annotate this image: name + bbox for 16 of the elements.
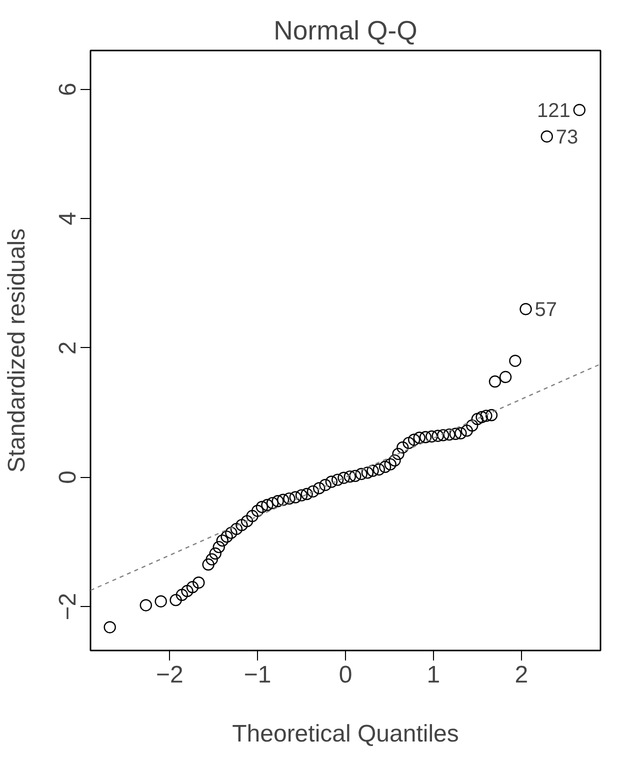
x-tick-label: 2: [514, 662, 528, 688]
x-tick-label: 1: [426, 662, 440, 688]
y-tick-label: −2: [54, 592, 82, 620]
y-tick-label: 6: [54, 82, 82, 96]
annotation: 73: [556, 126, 578, 148]
x-tick-label: 0: [338, 662, 352, 688]
y-tick-label: 2: [54, 341, 82, 355]
x-tick-label: −2: [156, 662, 184, 688]
y-tick-label: 4: [54, 212, 82, 226]
chart-title: Normal Q-Q: [274, 16, 418, 46]
y-axis-title: Standardized residuals: [4, 228, 30, 473]
x-axis-title: Theoretical Quantiles: [232, 720, 459, 748]
annotation: 57: [534, 299, 558, 322]
x-tick-label: −1: [244, 662, 272, 688]
y-tick-label: 0: [54, 470, 82, 484]
annotation: 121: [537, 100, 570, 122]
